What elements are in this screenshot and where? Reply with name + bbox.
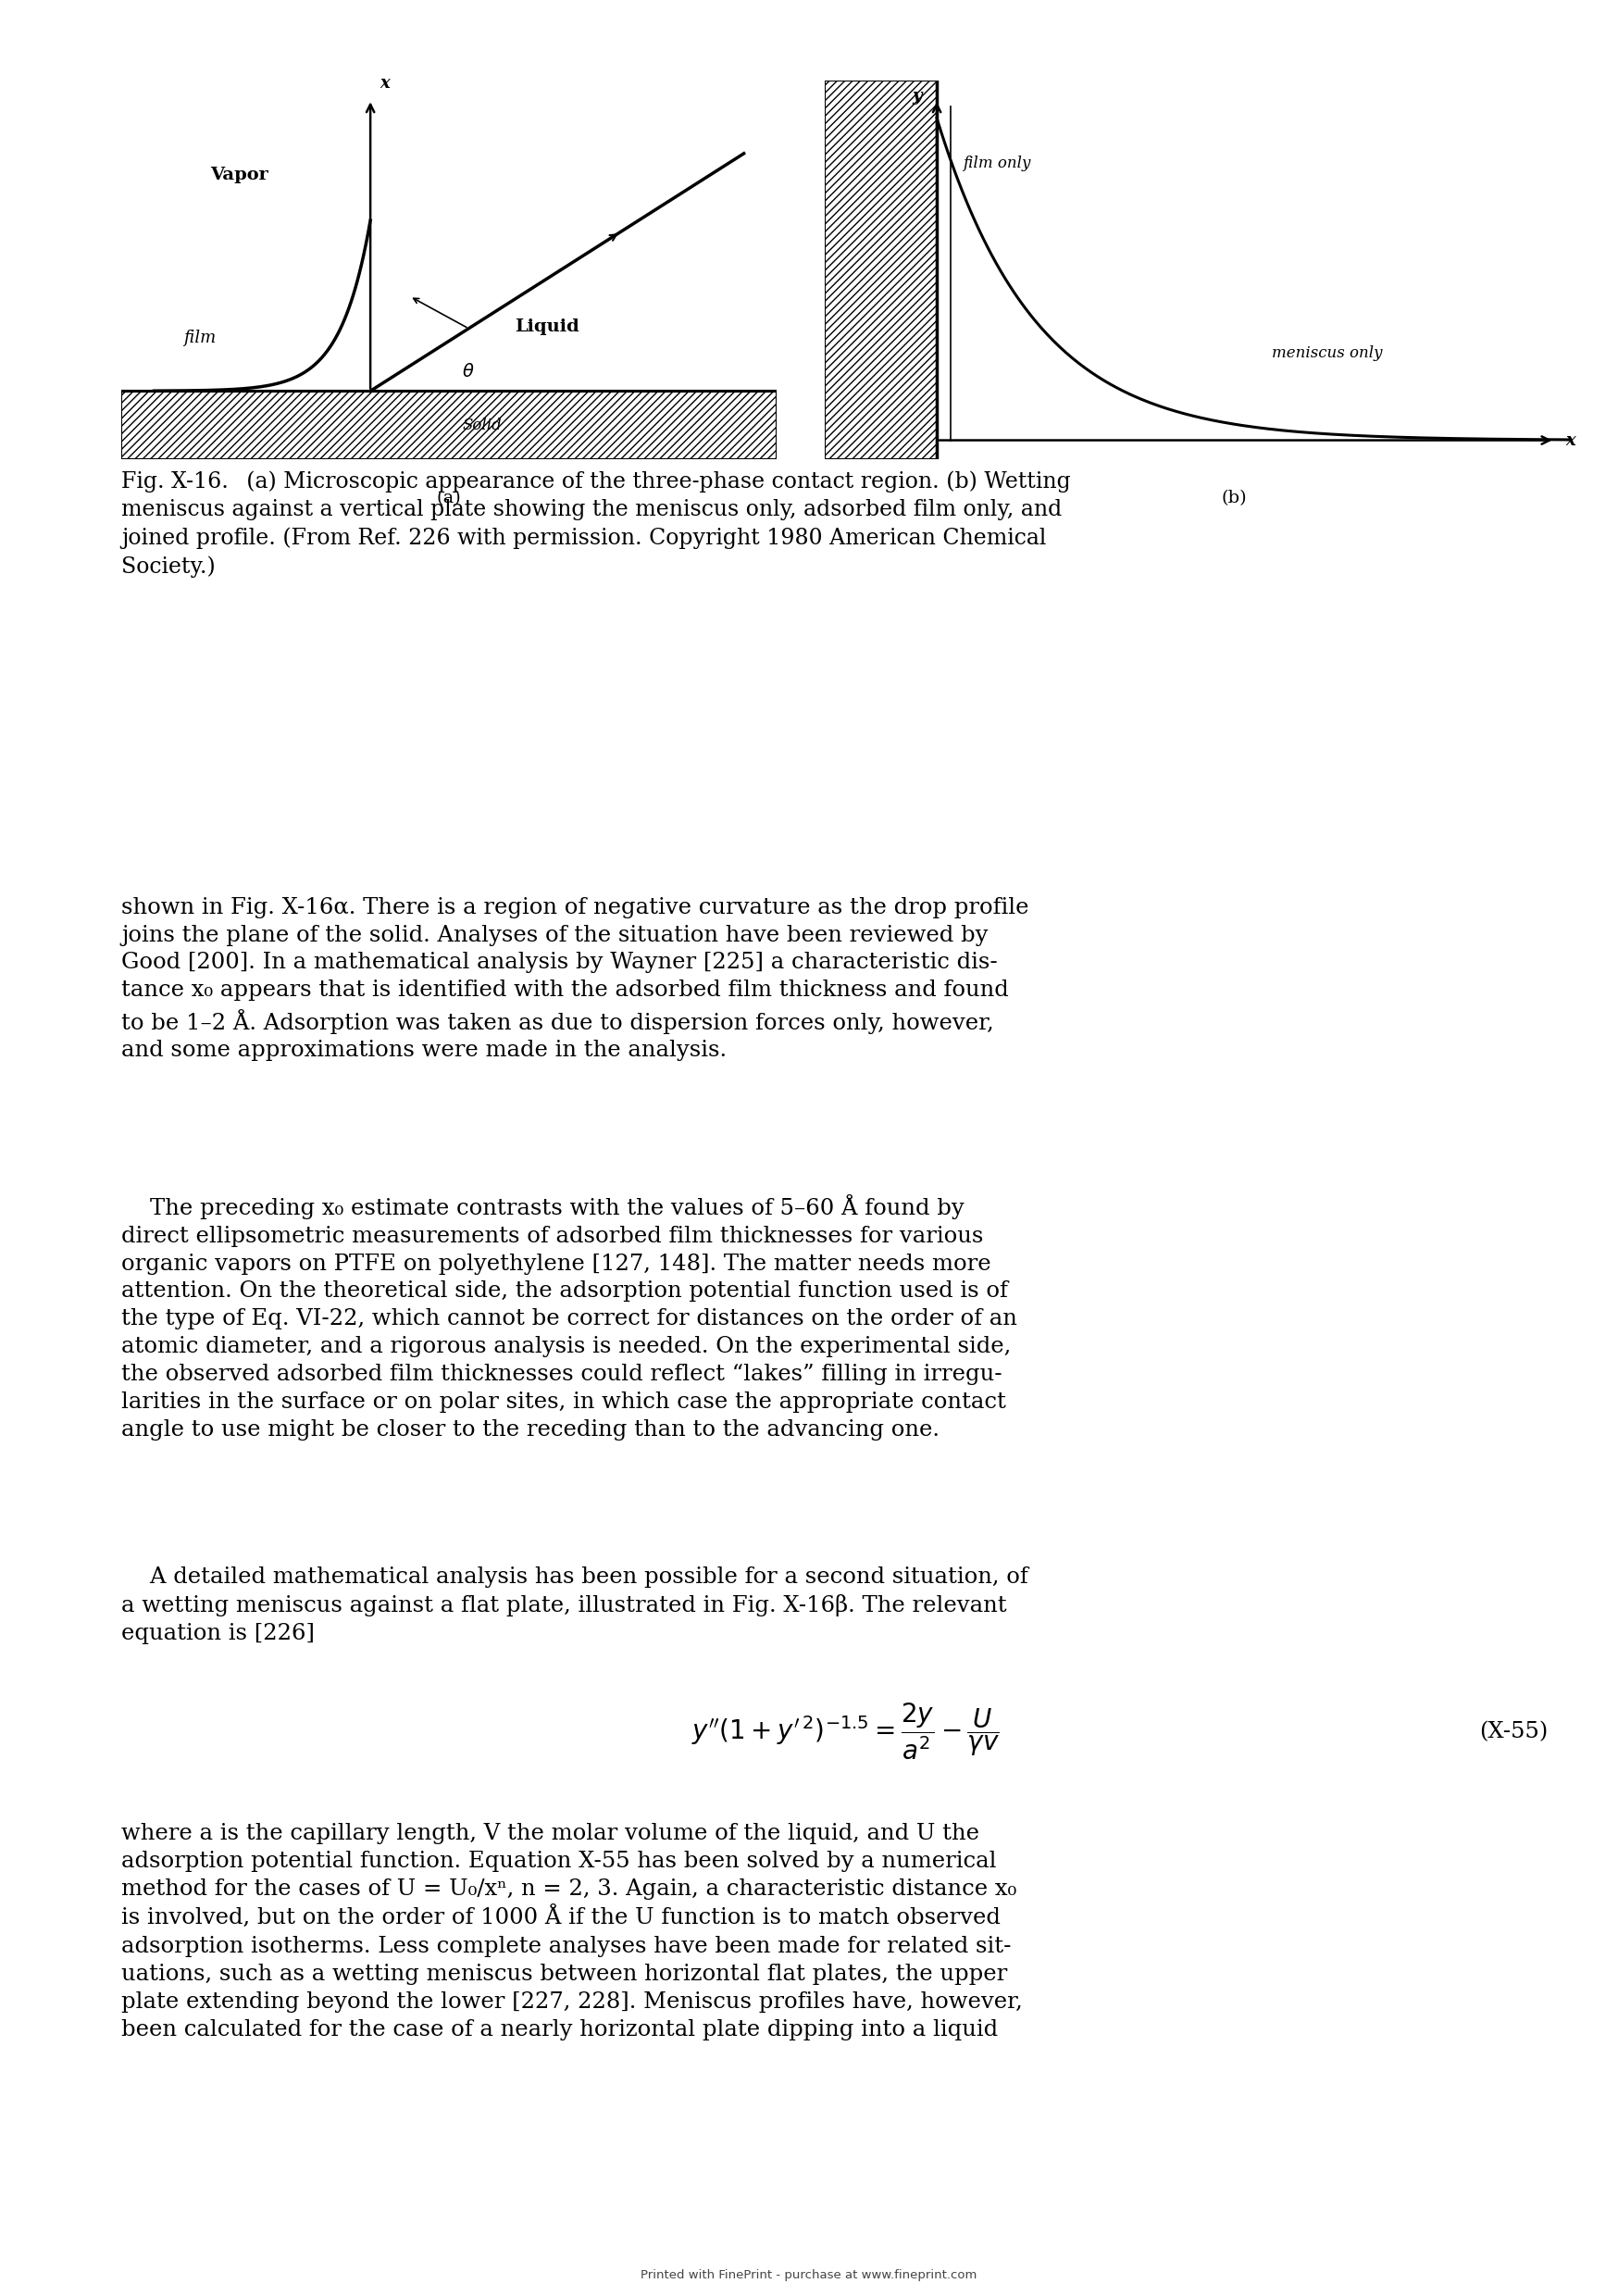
Text: shown in Fig. X-16α. There is a region of negative curvature as the drop profile: shown in Fig. X-16α. There is a region o… — [121, 898, 1029, 1061]
Text: Liquid: Liquid — [515, 319, 579, 335]
Text: Vapor: Vapor — [210, 168, 269, 184]
Text: film: film — [184, 331, 217, 347]
Text: Solid: Solid — [463, 418, 502, 434]
Text: meniscus only: meniscus only — [1272, 344, 1382, 360]
Text: (b): (b) — [1222, 489, 1247, 505]
Text: $\theta$: $\theta$ — [463, 363, 474, 381]
Text: x: x — [1566, 432, 1576, 448]
Text: film only: film only — [963, 156, 1031, 172]
Text: (X-55): (X-55) — [1479, 1720, 1548, 1743]
Text: y: y — [913, 87, 922, 106]
Text: Fig. X-16.  (a) Microscopic appearance of the three-phase contact region. (b) We: Fig. X-16. (a) Microscopic appearance of… — [121, 471, 1071, 579]
Text: where a is the capillary length, V the molar volume of the liquid, and U the
ads: where a is the capillary length, V the m… — [121, 1823, 1023, 2041]
Text: Printed with FinePrint - purchase at www.fineprint.com: Printed with FinePrint - purchase at www… — [641, 2268, 977, 2282]
Text: A detailed mathematical analysis has been possible for a second situation, of
a : A detailed mathematical analysis has bee… — [121, 1566, 1027, 1644]
Bar — [121, 390, 777, 459]
Text: x: x — [380, 76, 390, 92]
Bar — [825, 80, 937, 459]
Text: (a): (a) — [437, 489, 461, 505]
Text: The preceding x₀ estimate contrasts with the values of 5–60 Å found by
direct el: The preceding x₀ estimate contrasts with… — [121, 1194, 1018, 1440]
Text: $y''(1 + y'^{\,2})^{-1.5} = \dfrac{2y}{a^2} - \dfrac{U}{\gamma v}$: $y''(1 + y'^{\,2})^{-1.5} = \dfrac{2y}{a… — [691, 1701, 1000, 1761]
